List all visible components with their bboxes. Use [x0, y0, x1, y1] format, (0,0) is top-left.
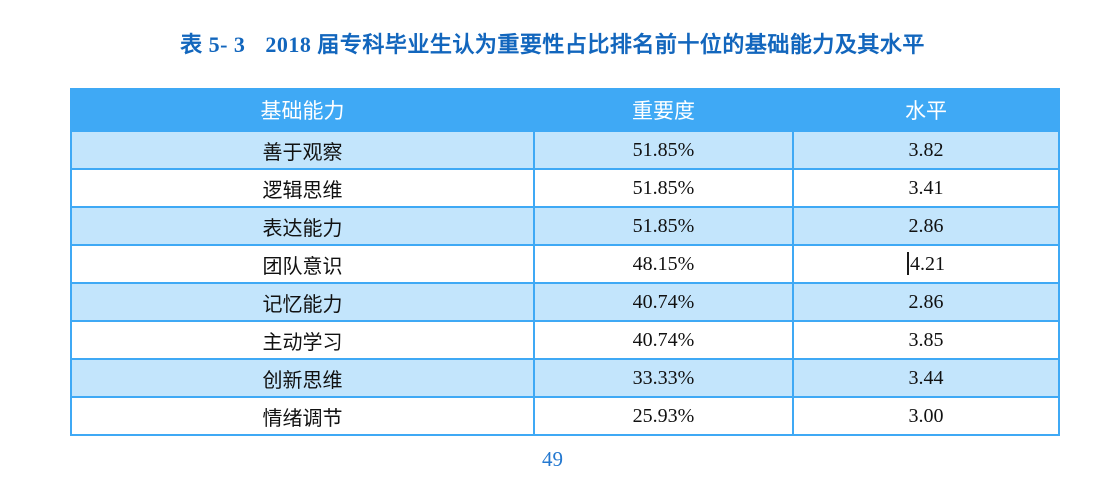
abilities-table: 基础能力 重要度 水平 善于观察 51.85% 3.82 逻辑思维 51.85%… — [70, 88, 1060, 436]
cell-ability: 记忆能力 — [70, 282, 535, 322]
cell-ability: 逻辑思维 — [70, 168, 535, 208]
table-caption: 表 5- 3 2018 届专科毕业生认为重要性占比排名前十位的基础能力及其水平 — [0, 27, 1105, 59]
cell-level: 3.00 — [792, 396, 1060, 436]
table-caption-number: 表 5- 3 — [180, 32, 246, 57]
column-header-importance: 重要度 — [533, 88, 794, 132]
cell-level-value: 4.21 — [910, 252, 945, 275]
cell-level: 4.21 — [792, 244, 1060, 284]
cell-level: 3.41 — [792, 168, 1060, 208]
table-row: 情绪调节 25.93% 3.00 — [70, 396, 1060, 436]
cell-ability: 创新思维 — [70, 358, 535, 398]
cell-importance: 33.33% — [533, 358, 794, 398]
table-caption-text: 2018 届专科毕业生认为重要性占比排名前十位的基础能力及其水平 — [265, 32, 925, 57]
cell-ability: 情绪调节 — [70, 396, 535, 436]
cell-ability: 表达能力 — [70, 206, 535, 246]
cell-importance: 40.74% — [533, 282, 794, 322]
column-header-ability: 基础能力 — [70, 88, 535, 132]
cell-level: 3.44 — [792, 358, 1060, 398]
table-row: 善于观察 51.85% 3.82 — [70, 130, 1060, 170]
cell-ability: 善于观察 — [70, 130, 535, 170]
table-header-row: 基础能力 重要度 水平 — [70, 88, 1060, 132]
table-row: 表达能力 51.85% 2.86 — [70, 206, 1060, 246]
cell-importance: 51.85% — [533, 206, 794, 246]
cell-importance: 48.15% — [533, 244, 794, 284]
table-row: 团队意识 48.15% 4.21 — [70, 244, 1060, 284]
table-row: 创新思维 33.33% 3.44 — [70, 358, 1060, 398]
table-row: 主动学习 40.74% 3.85 — [70, 320, 1060, 360]
cell-importance: 51.85% — [533, 168, 794, 208]
table-row: 逻辑思维 51.85% 3.41 — [70, 168, 1060, 208]
cell-importance: 51.85% — [533, 130, 794, 170]
cell-importance: 40.74% — [533, 320, 794, 360]
cell-level: 3.82 — [792, 130, 1060, 170]
text-cursor — [907, 251, 909, 275]
cell-level: 2.86 — [792, 206, 1060, 246]
cell-importance: 25.93% — [533, 396, 794, 436]
cell-level: 3.85 — [792, 320, 1060, 360]
cell-ability: 团队意识 — [70, 244, 535, 284]
cell-level: 2.86 — [792, 282, 1060, 322]
page-number: 49 — [542, 447, 563, 471]
column-header-level: 水平 — [792, 88, 1060, 132]
cell-ability: 主动学习 — [70, 320, 535, 360]
table-row: 记忆能力 40.74% 2.86 — [70, 282, 1060, 322]
